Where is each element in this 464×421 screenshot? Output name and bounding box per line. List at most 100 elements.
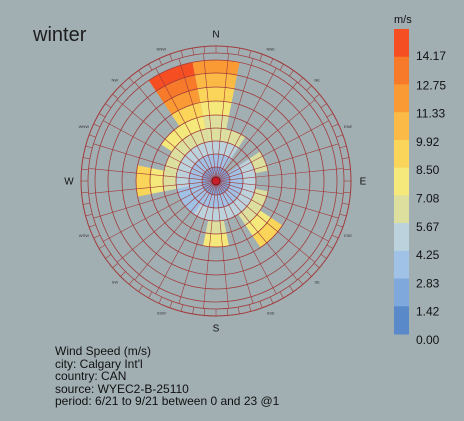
outer-tick: [336, 134, 343, 138]
sector-band: [238, 158, 256, 176]
colorbar-segment: [394, 306, 409, 335]
colorbar-tick-label: 8.50: [416, 163, 440, 177]
outer-tick: [93, 234, 101, 239]
sector-band: [238, 203, 261, 226]
colorbar-segment: [394, 195, 409, 224]
colorbar-segment: [394, 56, 409, 85]
grid-spoke: [134, 183, 214, 281]
sector-band: [204, 183, 214, 193]
colorbar-segment: [394, 167, 409, 196]
outer-tick: [342, 202, 350, 205]
sector-band: [171, 136, 194, 159]
outer-tick: [81, 191, 89, 194]
outer-tick: [320, 103, 327, 108]
grid-spoke: [219, 168, 344, 181]
grid-spoke: [218, 99, 316, 179]
outer-tick: [192, 47, 195, 55]
sector-band: [205, 220, 227, 234]
outer-tick: [343, 168, 351, 171]
outer-tick: [148, 291, 153, 299]
outer-tick: [120, 271, 126, 277]
grid-ring: [175, 140, 257, 222]
outer-tick: [279, 291, 284, 299]
outer-tick: [169, 54, 173, 61]
grid-spoke: [102, 182, 213, 242]
outer-tick: [120, 85, 126, 91]
colorbar-tick-label: 2.83: [416, 276, 440, 290]
sector-nw: [161, 126, 214, 179]
sector-band: [176, 173, 190, 189]
grid-ring: [121, 86, 311, 276]
outer-tick: [237, 47, 240, 55]
center-dot: [211, 176, 221, 186]
outer-tick: [269, 296, 274, 304]
outer-tick: [248, 50, 252, 58]
outer-tick: [98, 244, 106, 249]
sector-sw: [182, 183, 214, 215]
info-block: Wind Speed (m/s) city: Calgary Int'l cou…: [55, 345, 279, 408]
outer-tick: [128, 77, 134, 84]
colorbar-tick-label: 11.33: [416, 107, 445, 121]
grid-spoke: [216, 184, 254, 304]
grid-spoke: [155, 67, 215, 178]
sector-band: [163, 88, 201, 115]
sector-band: [245, 210, 271, 236]
grid-spoke: [219, 181, 344, 194]
outer-tick: [180, 304, 184, 312]
sector-band: [176, 186, 194, 204]
info-line-country: country: CAN: [55, 369, 127, 384]
outer-tick: [269, 58, 274, 66]
sector-band: [193, 141, 211, 159]
outer-tick: [298, 77, 304, 84]
grid-spoke: [203, 53, 216, 178]
direction-label-sw: SW: [112, 280, 119, 285]
grid-spoke: [216, 53, 229, 178]
outer-tick: [289, 285, 294, 292]
sector-band: [193, 158, 209, 174]
colorbar-tick-label: 5.67: [416, 220, 440, 234]
grid-spoke: [216, 58, 254, 178]
colorbar-unit: m/s: [394, 14, 412, 26]
outer-tick: [259, 54, 263, 61]
grid-spoke: [219, 120, 330, 180]
grid-spoke: [178, 184, 216, 304]
grid-spoke: [155, 184, 215, 295]
grid-spoke: [217, 67, 277, 178]
grid-spoke: [218, 81, 298, 179]
info-line-variable: Wind Speed (m/s): [55, 344, 152, 358]
grid-ring: [188, 153, 244, 209]
sector-band: [208, 207, 224, 221]
info-line-city: city: Calgary Int'l: [55, 356, 143, 371]
sector-band: [238, 186, 256, 204]
outer-tick: [326, 113, 334, 118]
outer-tick: [342, 157, 350, 160]
sector-band: [200, 101, 232, 117]
outer-tick: [82, 202, 90, 205]
direction-label-ene: ENE: [344, 124, 353, 129]
grid-spoke: [216, 184, 229, 309]
outer-tick: [93, 123, 101, 128]
sector-band: [204, 169, 214, 179]
outer-tick: [343, 191, 351, 194]
grid-spoke: [218, 183, 316, 263]
direction-label-nw: NW: [112, 77, 119, 82]
outer-tick: [313, 263, 320, 269]
outer-tick: [331, 123, 339, 128]
outer-tick: [313, 93, 320, 99]
outer-tick: [326, 244, 334, 249]
sector-band: [193, 188, 209, 204]
grid-spoke: [134, 81, 214, 179]
sector-band: [194, 73, 238, 89]
outer-tick: [298, 278, 304, 285]
outer-tick: [192, 307, 195, 315]
outer-tick: [82, 157, 90, 160]
outer-tick: [89, 224, 96, 228]
direction-label-n: N: [212, 30, 219, 41]
colorbar-tick-label: 0.00: [416, 333, 440, 347]
outer-tick: [336, 224, 343, 228]
sector-band: [218, 183, 228, 193]
sector-band: [148, 62, 195, 92]
outer-tick: [112, 93, 119, 99]
outer-tick: [331, 234, 339, 239]
outer-tick: [226, 308, 229, 316]
